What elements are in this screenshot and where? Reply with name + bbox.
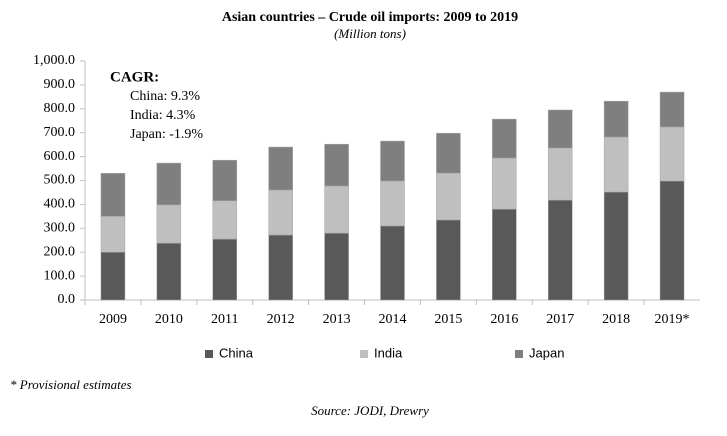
bar-segment xyxy=(659,91,685,128)
bar-segment xyxy=(436,219,461,301)
y-tick-label: 300.0 xyxy=(44,221,76,236)
bar-segment xyxy=(100,251,126,301)
chart-subtitle: (Million tons) xyxy=(334,26,406,41)
bar-segment xyxy=(547,109,573,149)
bar-segment xyxy=(212,159,238,202)
x-tick-label: 2015 xyxy=(434,312,462,327)
bar-segment xyxy=(492,157,517,210)
bar-segment xyxy=(603,191,629,301)
y-tick-label: 100.0 xyxy=(44,268,76,283)
legend-label: India xyxy=(374,345,403,360)
annotation-title: CAGR: xyxy=(110,69,159,85)
x-tick-label: 2012 xyxy=(267,312,295,327)
x-tick-label: 2017 xyxy=(546,312,574,327)
bar-segment xyxy=(547,199,573,301)
y-tick-label: 900.0 xyxy=(44,77,76,92)
bar-segment xyxy=(603,100,629,138)
bar-segment xyxy=(492,118,517,159)
bar-segment xyxy=(324,232,349,301)
x-tick-label: 2016 xyxy=(490,312,518,327)
bar-segment xyxy=(156,204,182,244)
bar-segment xyxy=(380,225,405,301)
legend-swatch xyxy=(360,350,368,358)
bar-segment xyxy=(659,180,685,301)
annotation-line: China: 9.3% xyxy=(130,89,200,104)
y-tick-label: 400.0 xyxy=(44,197,76,212)
bar-segment xyxy=(380,180,405,227)
annotation-line: India: 4.3% xyxy=(130,108,196,123)
x-tick-label: 2018 xyxy=(602,312,630,327)
bar-segment xyxy=(603,136,629,193)
legend-swatch xyxy=(515,350,523,358)
bar-segment xyxy=(156,242,182,301)
y-tick-label: 700.0 xyxy=(44,125,76,140)
bar-segment xyxy=(659,126,685,182)
y-tick-label: 600.0 xyxy=(44,149,76,164)
bar-segment xyxy=(100,216,126,253)
bar-segment xyxy=(268,234,293,301)
bar-segment xyxy=(380,140,405,182)
legend-label: China xyxy=(219,345,254,360)
bar-segment xyxy=(436,132,461,174)
legend-swatch xyxy=(205,350,213,358)
x-tick-label: 2009 xyxy=(99,312,127,327)
bar-segment xyxy=(100,173,126,217)
y-tick-label: 0.0 xyxy=(58,292,76,307)
bar-segment xyxy=(268,146,293,191)
x-tick-label: 2011 xyxy=(211,312,238,327)
bar-segment xyxy=(324,143,349,187)
footnote: * Provisional estimates xyxy=(10,377,132,392)
source: Source: JODI, Drewry xyxy=(311,403,429,418)
bar-segment xyxy=(547,147,573,201)
bar-segment xyxy=(324,185,349,234)
x-tick-label: 2014 xyxy=(379,312,407,327)
y-tick-label: 200.0 xyxy=(44,244,76,259)
bar-segment xyxy=(212,200,238,240)
y-tick-label: 800.0 xyxy=(44,101,76,116)
bar-segment xyxy=(156,162,182,206)
bar-segment xyxy=(436,172,461,221)
y-tick-label: 1,000.0 xyxy=(33,53,75,68)
annotation-line: Japan: -1.9% xyxy=(130,127,203,142)
legend-label: Japan xyxy=(529,345,564,360)
x-tick-label: 2010 xyxy=(155,312,183,327)
x-tick-label: 2013 xyxy=(323,312,351,327)
bar-segment xyxy=(212,238,238,301)
y-tick-label: 500.0 xyxy=(44,173,76,188)
bar-segment xyxy=(268,189,293,236)
chart-title: Asian countries – Crude oil imports: 200… xyxy=(222,10,518,25)
x-tick-label: 2019* xyxy=(655,312,690,327)
bar-segment xyxy=(492,208,517,301)
